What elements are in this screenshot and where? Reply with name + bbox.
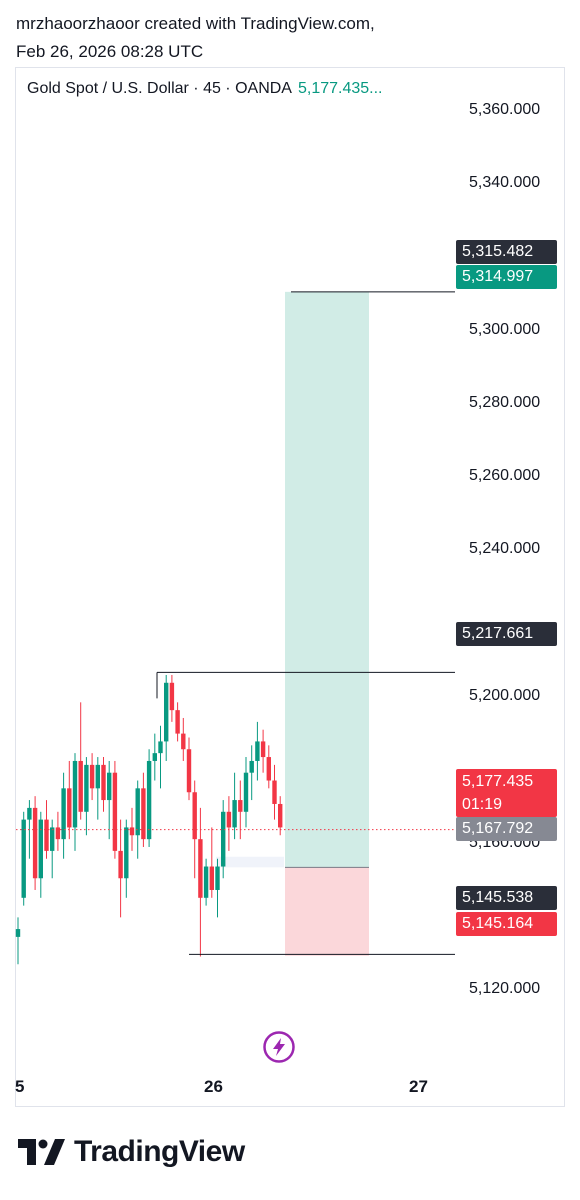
candle-body <box>152 753 157 761</box>
candle-body <box>255 741 260 761</box>
candle-body <box>72 760 78 828</box>
price-axis-label: 5,240.000 <box>469 540 541 557</box>
candle-body <box>107 772 112 801</box>
candle-body <box>44 819 49 851</box>
candle-body <box>146 760 152 840</box>
candle-body <box>175 710 180 734</box>
price-axis-label: 5,120.000 <box>469 980 541 997</box>
candle-body <box>226 811 232 828</box>
chart-frame[interactable] <box>15 67 565 1107</box>
candle-body <box>32 807 38 879</box>
candle-body <box>243 772 249 812</box>
candle-body <box>203 866 209 898</box>
candle-body <box>89 764 95 789</box>
price-axis-label: 5,200.000 <box>469 687 541 704</box>
candle-body <box>272 780 277 804</box>
price-axis-label: 5,260.000 <box>469 467 541 484</box>
candle-body <box>141 788 146 840</box>
candle-body <box>186 749 192 793</box>
candle-body <box>169 682 175 711</box>
last-price-tag: 5,177.435 01:19 <box>456 769 557 817</box>
entry-projection <box>216 856 284 868</box>
candle-body <box>238 800 243 812</box>
symbol-legend[interactable]: Gold Spot / U.S. Dollar · 45 · OANDA 5,17… <box>27 80 383 98</box>
candle-body <box>95 764 100 789</box>
timestamp-line: Feb 26, 2026 08:28 UTC <box>16 42 204 61</box>
candle-body <box>129 827 135 836</box>
price-axis-label: 5,280.000 <box>469 394 541 411</box>
bar-countdown: 01:19 <box>462 796 503 813</box>
legend-price: 5,177.435... <box>297 80 383 97</box>
time-axis-label: 27 <box>409 1077 428 1096</box>
swing-high-tag: 5,217.661 <box>456 622 557 646</box>
candle-body <box>192 792 197 840</box>
candle-body <box>15 929 21 937</box>
price-axis-label: 5,360.000 <box>469 101 541 118</box>
stop-loss-tag: 5,145.164 <box>456 912 557 936</box>
candle-body <box>266 757 271 781</box>
candle-body <box>67 788 72 828</box>
candle-body <box>112 772 118 851</box>
candle-body <box>221 811 226 867</box>
candle-body <box>84 764 89 812</box>
candle-body <box>55 827 61 840</box>
time-axis-label: 26 <box>204 1077 223 1096</box>
author-line: mrzhaoorzhaoor created with TradingView.… <box>16 14 375 33</box>
take-profit-tag: 5,314.997 <box>456 265 557 289</box>
swing-low-tag: 5,145.538 <box>456 886 557 910</box>
candle-body <box>101 764 106 801</box>
candle-body <box>232 800 237 828</box>
price-axis-label: 5,340.000 <box>469 174 541 191</box>
candle-body <box>118 850 123 879</box>
chart-header: mrzhaoorzhaoor created with TradingView.… <box>16 10 375 66</box>
candle-body <box>260 741 266 758</box>
candle-body <box>27 807 32 820</box>
candle-body <box>38 819 43 879</box>
candle-body <box>61 788 66 840</box>
candle-body <box>198 839 203 898</box>
high-target-tag: 5,315.482 <box>456 240 557 264</box>
tradingview-brand[interactable]: TradingView <box>18 1135 245 1169</box>
candle-body <box>209 866 214 890</box>
candle-body <box>181 733 186 750</box>
price-axis-label: 5,300.000 <box>469 321 541 338</box>
tradingview-logo-icon <box>18 1139 65 1165</box>
candle-body <box>21 819 26 898</box>
candle-body <box>278 803 283 828</box>
candle-body <box>249 760 254 773</box>
flash-icon[interactable] <box>262 1030 296 1064</box>
candle-body <box>135 788 140 836</box>
loss-zone <box>285 867 369 956</box>
candle-body <box>50 827 55 851</box>
candle-body <box>215 866 220 890</box>
candle-body <box>164 682 169 742</box>
entry-price-tag: 5,167.792 <box>456 817 557 841</box>
candle-body <box>158 741 163 754</box>
time-axis-label: 5 <box>15 1077 25 1096</box>
brand-name: TradingView <box>74 1135 245 1168</box>
symbol-title: Gold Spot / U.S. Dollar · 45 · OANDA <box>27 80 292 97</box>
candle-body <box>124 827 129 879</box>
last-price-value: 5,177.435 <box>462 773 534 790</box>
candle-body <box>78 760 83 812</box>
profit-zone <box>285 291 369 868</box>
